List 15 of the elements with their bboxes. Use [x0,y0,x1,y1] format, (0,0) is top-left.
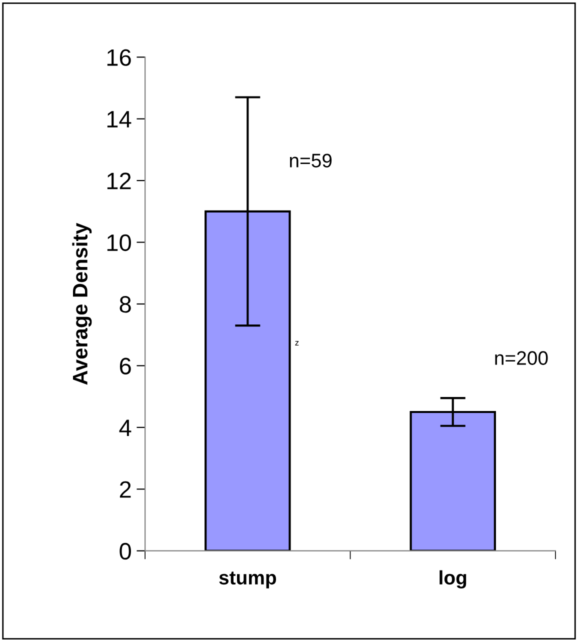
y-tick-label: 6 [120,358,131,374]
annotation: n=59 [290,154,332,168]
y-axis-title: Average Density [72,222,92,385]
y-tick-label: 16 [107,49,131,66]
x-tick-label: stump [219,572,276,588]
y-tick-label: 2 [120,481,131,498]
y-tick-label: 4 [119,420,132,436]
annotation: n=200 [495,351,548,365]
y-tick-label: 8 [120,296,131,313]
y-tick-label: 12 [107,172,131,190]
y-tick-label: 10 [107,234,131,252]
annotation: z [295,341,299,346]
y-tick-label: 0 [120,542,131,560]
x-tick-label: log [440,570,466,588]
y-tick-label: 14 [107,111,132,128]
